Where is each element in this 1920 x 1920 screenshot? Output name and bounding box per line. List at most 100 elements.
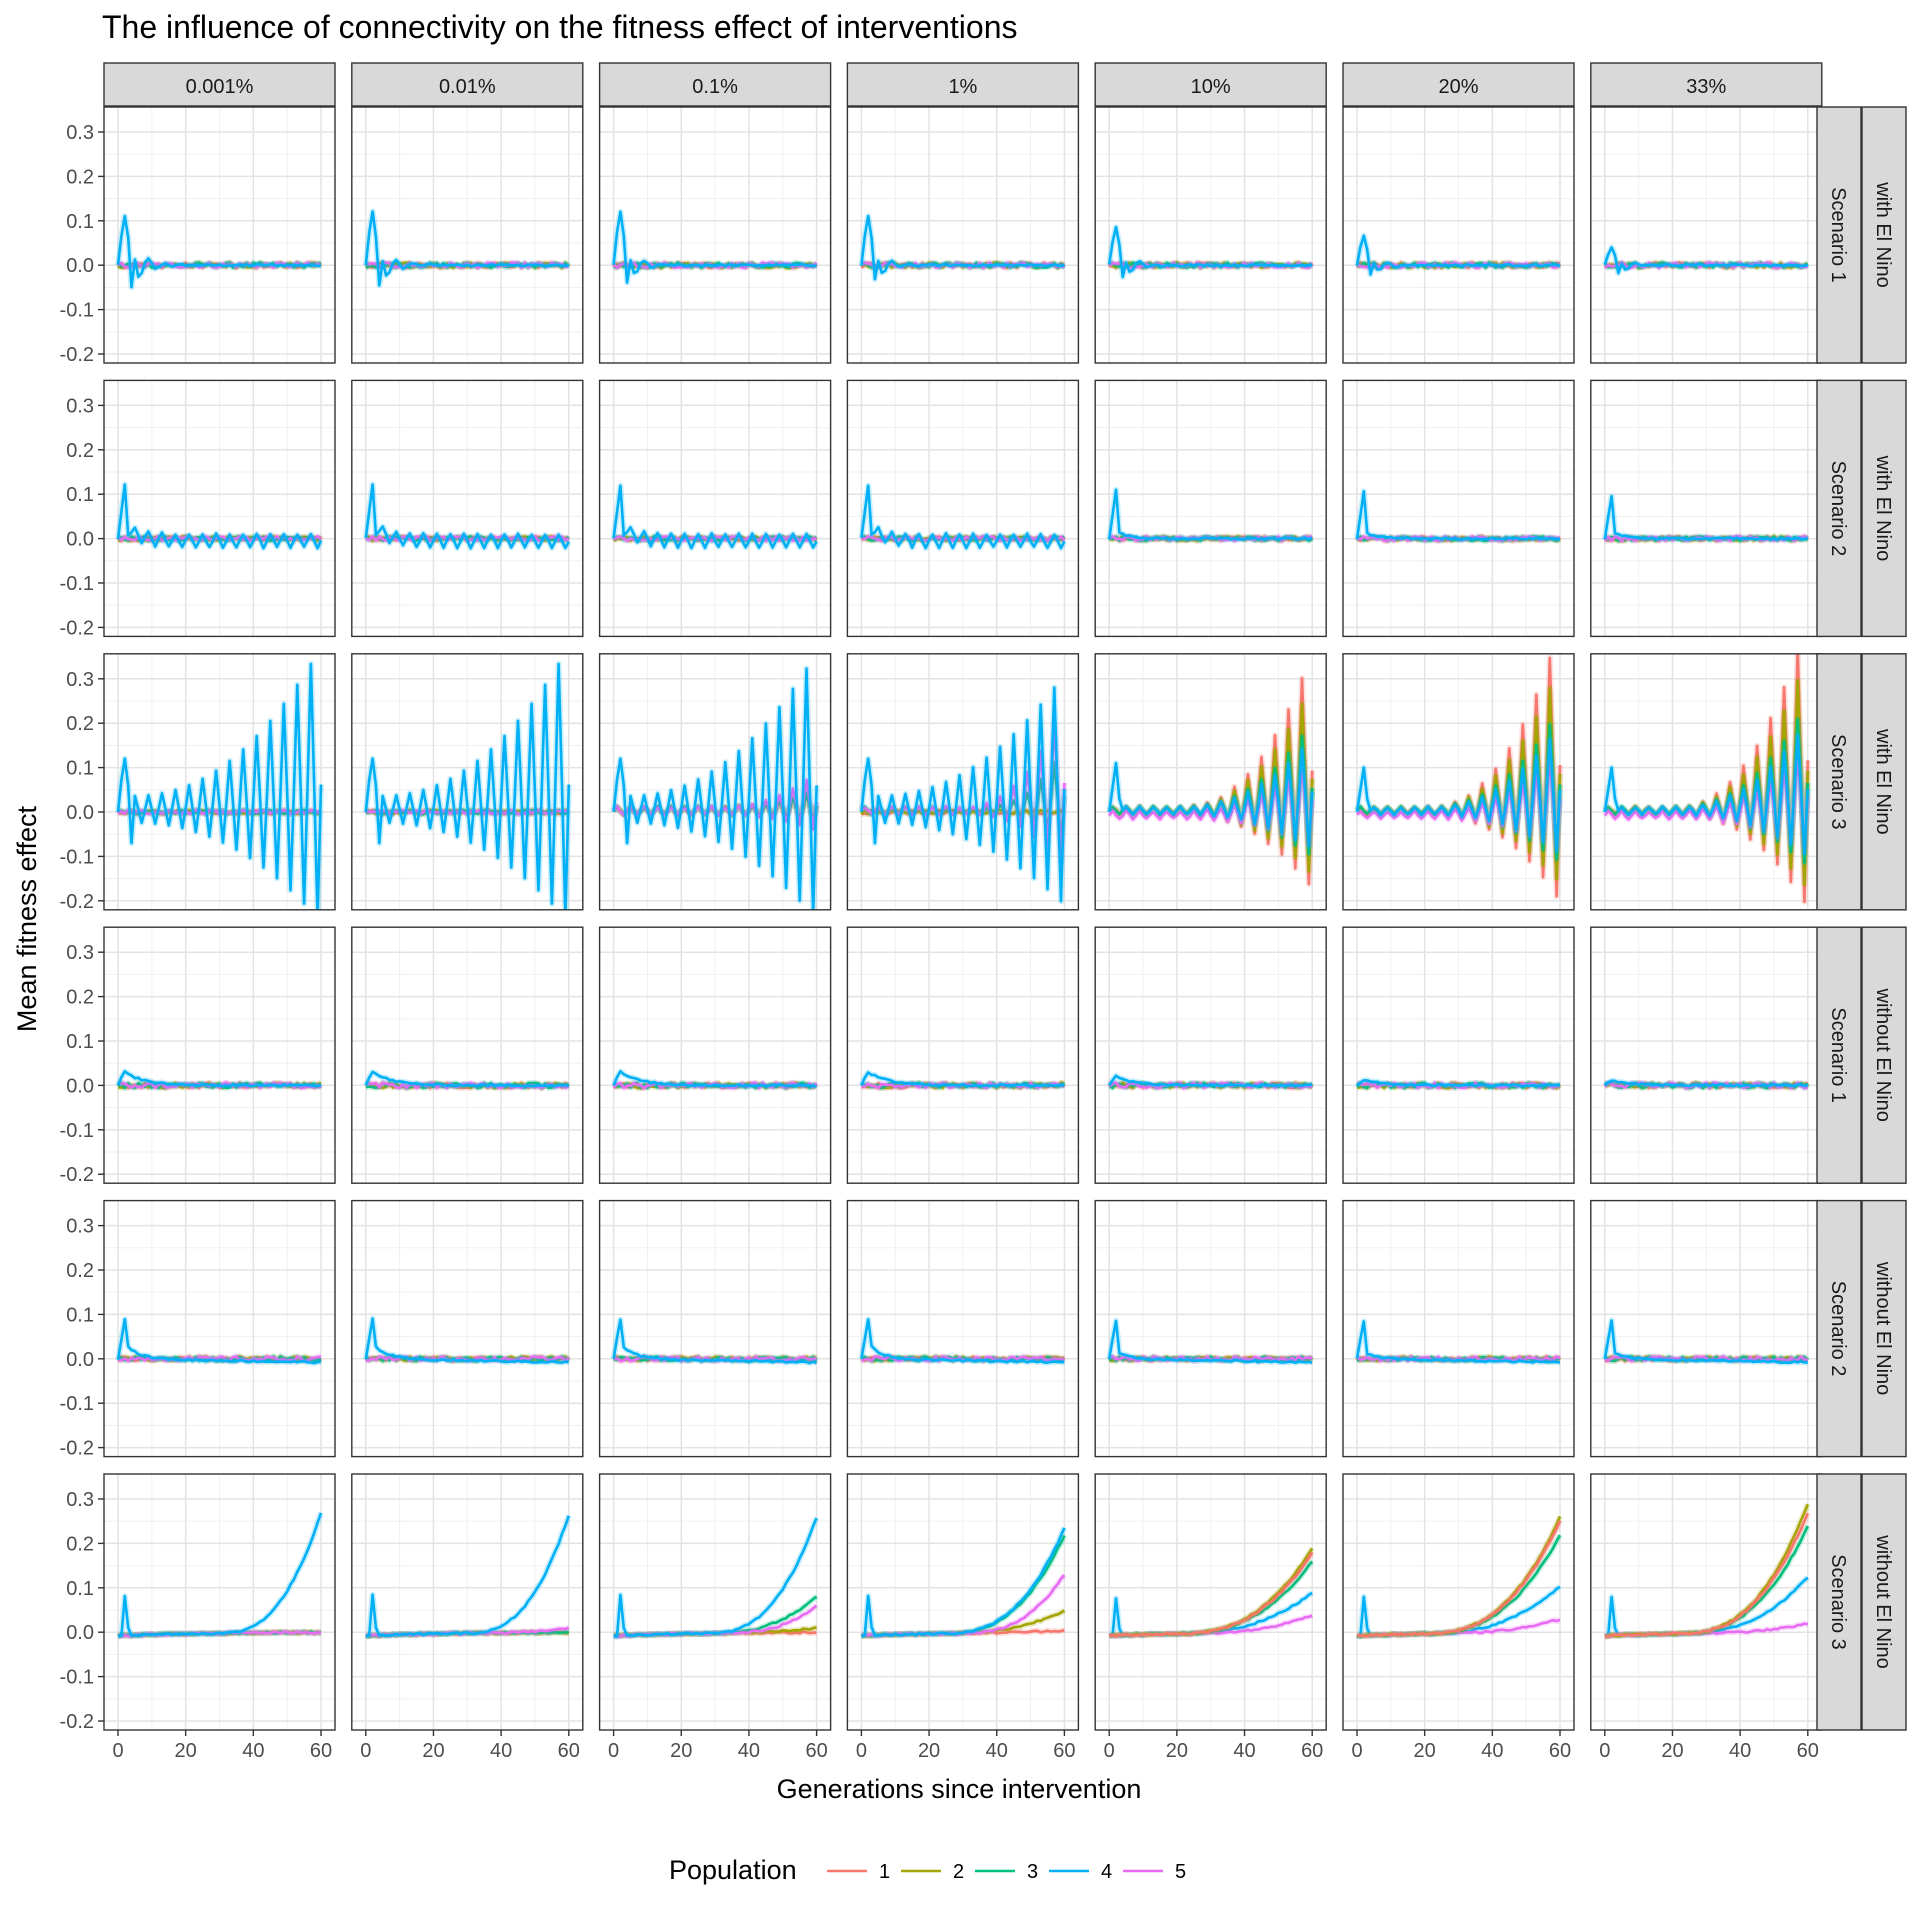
scenario-strip-background [1816,379,1862,638]
x-tick-label: 0 [1599,1740,1610,1762]
y-tick-label: -0.2 [60,1164,94,1186]
series-line-pop-4 [116,1070,322,1088]
panel-r4-c7 [1590,926,1823,1184]
x-tick-label: 40 [1481,1740,1503,1762]
panel-r6-c1 [103,1473,336,1731]
x-tick-label: 20 [1661,1740,1683,1762]
panel-border [598,1199,832,1458]
column-strip-label: 0.001% [186,76,254,98]
panel-r2-c3 [598,379,832,638]
panel-series [610,1068,819,1091]
panel-r2-c2 [351,379,584,638]
elnino-strip-label: with El Nino [1872,455,1894,562]
panel-series [1106,1317,1315,1366]
x-tick-label: 60 [1797,1740,1819,1762]
panel-series [610,482,820,552]
series-line-pop-4 [1355,234,1561,276]
panel-border [1342,653,1575,911]
panel-r1-c1 [103,106,336,364]
series-line-pop-4 [1355,490,1561,541]
panel-r4-c2 [351,926,584,1184]
x-tick-label: 60 [1053,1740,1075,1762]
series-line-pop-4 [612,210,817,284]
panel-border [846,1199,1080,1458]
x-tick-label: 20 [918,1740,940,1762]
panel-series [115,1068,323,1091]
y-tick-label: 0.0 [66,1622,94,1644]
y-tick-label: -0.2 [60,891,94,913]
y-tick-label: -0.2 [60,1711,94,1733]
panel-series [362,481,572,552]
strip-background [103,62,336,107]
y-tick-label: -0.2 [60,617,94,639]
legend-item-pop-5: 5 [1123,1861,1186,1883]
series-line-pop-4 [116,483,323,550]
panel-border [351,653,584,911]
strip-background [846,62,1080,107]
panel-series [1601,653,1811,905]
panel-border [351,1199,584,1458]
panel-r1-c7 [1590,106,1823,364]
legend-label: 2 [953,1861,964,1883]
panel-border [351,926,584,1184]
panel-series [610,665,820,910]
x-tick-label: 60 [558,1740,580,1762]
scenario-strip-label: Scenario 3 [1827,734,1849,830]
legend-item-pop-1: 1 [827,1861,890,1883]
panel-series [858,1316,1067,1366]
column-strip-label: 10% [1191,76,1231,98]
panel-border [351,1473,584,1731]
panel-border [598,1473,832,1731]
panel-r5-c1 [103,1199,336,1458]
panel-series [858,684,1068,905]
elnino-strip-background [1861,1473,1907,1731]
panel-series [1354,488,1563,544]
panel-r5-c3 [598,1199,832,1458]
panel-border [598,653,832,911]
x-tick-label: 20 [1414,1740,1436,1762]
series-line-pop-4 [612,1318,818,1365]
panel-border [103,653,336,911]
panel-series [1106,224,1315,280]
column-strip-1: 0.001% [103,62,336,107]
panel-r2-c7 [1590,379,1823,638]
x-tick-label: 0 [112,1740,123,1762]
series-line-pop-4 [1603,734,1810,856]
x-tick-label: 60 [1549,1740,1571,1762]
legend-title: Population [669,1855,797,1885]
y-tick-label: 0.3 [66,1216,94,1238]
x-tick-label: 40 [242,1740,264,1762]
panel-series [115,1316,323,1367]
series-line-pop-4 [861,1527,1066,1638]
panel-r6-c5 [1094,1473,1327,1731]
series-line-pop-4 [1107,748,1314,848]
strip-background [598,62,832,107]
y-tick-label: 0.1 [66,758,94,780]
strip-background [1342,62,1575,107]
panel-border [103,379,336,638]
elnino-strip-background [1861,379,1907,638]
panel-r3-c1 [103,653,336,911]
x-tick-label: 0 [856,1740,867,1762]
elnino-strip-label: without El Nino [1872,1534,1894,1668]
series-line-pop-4 [860,214,1065,281]
panel-r6-c2 [351,1473,584,1731]
panel-border [1094,379,1327,638]
series-line-pop-4 [860,1318,1065,1364]
panel-border [1094,1199,1327,1458]
panel-border [598,926,832,1184]
panel-border [351,106,584,364]
scenario-strip-background [1816,1473,1862,1731]
y-tick-label: -0.1 [60,846,94,868]
panel-series [1354,232,1563,278]
legend-label: 4 [1101,1861,1112,1883]
panel-series [363,1069,571,1092]
column-strip-label: 0.01% [439,76,496,98]
axes-layer: -0.2 -0.1 0.0 0.1 0.2 0.3 -0.2 -0.1 0.0 0.1 0.2 0.3… [60,122,1819,1762]
row-strip-5: Scenario 2 without El Nino [1816,1199,1907,1458]
panel-series [362,1315,572,1366]
legend-item-pop-4: 4 [1049,1861,1112,1883]
panel-series [364,1514,572,1640]
y-tick-label: 0.1 [66,1578,94,1600]
